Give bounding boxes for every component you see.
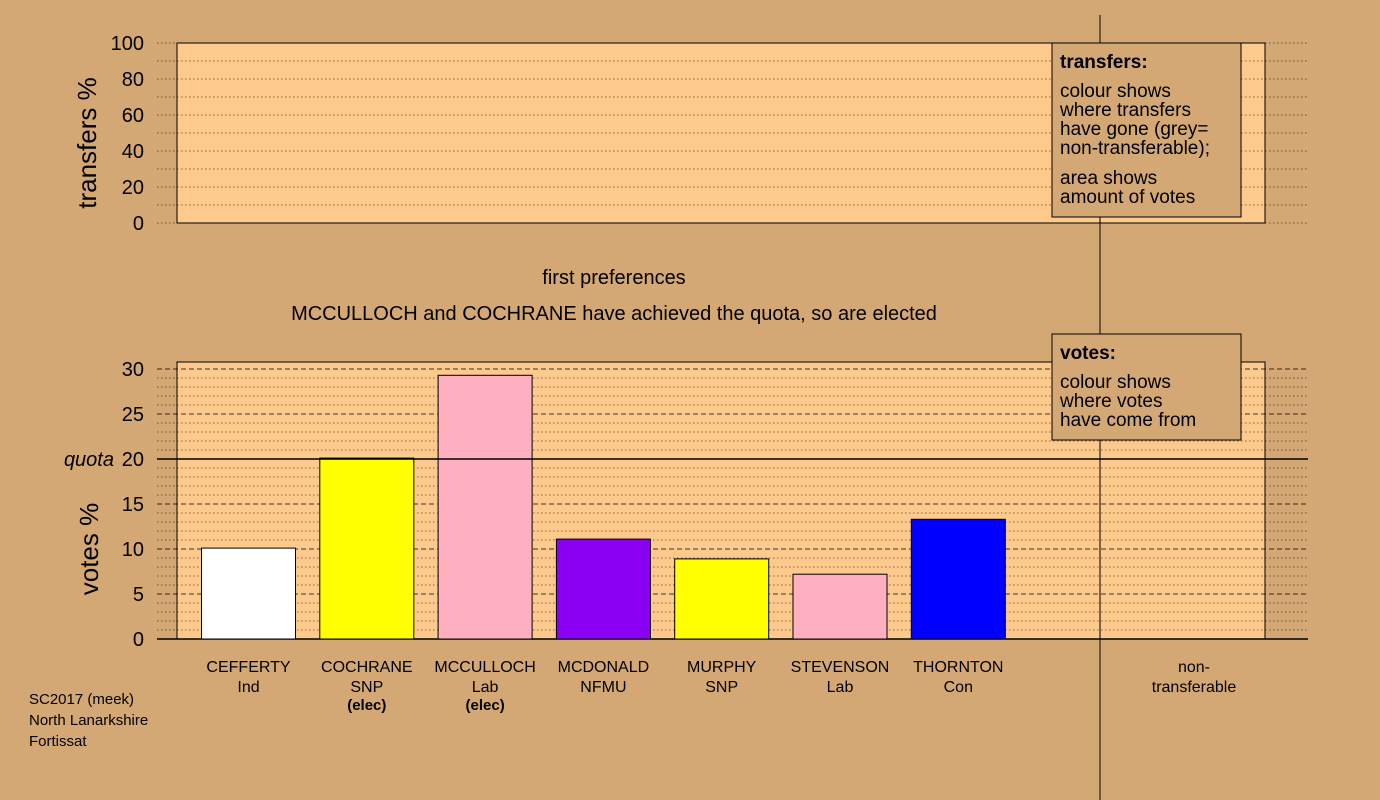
candidate-party: NFMU xyxy=(580,679,626,696)
transfers-legend-box xyxy=(1051,42,1242,218)
candidate-party: Ind xyxy=(237,679,259,696)
footer: SC2017 (meek) North Lanarkshire Fortissa… xyxy=(29,691,148,750)
footer-line: SC2017 (meek) xyxy=(29,691,134,708)
candidate-name: STEVENSON xyxy=(791,659,890,676)
footer-line: Fortissat xyxy=(29,733,87,750)
nontransferable-label-line2: transferable xyxy=(1152,679,1237,696)
bar-cochrane xyxy=(319,457,415,640)
transfers-legend-line: area shows xyxy=(1060,168,1157,189)
candidate-name: THORNTON xyxy=(913,659,1003,676)
elected-marker: (elec) xyxy=(347,697,386,714)
y-tick-label: 10 xyxy=(122,539,144,561)
votes-legend-line: have come from xyxy=(1060,410,1196,431)
candidate-party: Con xyxy=(944,679,973,696)
transfers-legend-line: amount of votes xyxy=(1060,187,1195,208)
status-heading: MCCULLOCH and COCHRANE have achieved the… xyxy=(291,303,937,325)
bar-mcculloch xyxy=(437,374,533,640)
transfers-legend-line: non-transferable); xyxy=(1060,138,1210,159)
y-tick-label: 0 xyxy=(133,213,144,235)
candidate-party: SNP xyxy=(350,679,383,696)
bar-cefferty xyxy=(201,547,296,640)
candidate-name: MURPHY xyxy=(687,659,757,676)
votes-legend-title: votes: xyxy=(1060,343,1116,364)
quota-label: quota xyxy=(64,449,114,471)
votes-y-ticks: 0 5 10 15 20 25 30 xyxy=(122,359,144,651)
transfers-legend-line: where transfers xyxy=(1059,100,1191,121)
candidate-party: Lab xyxy=(827,679,854,696)
bar-murphy xyxy=(674,558,770,640)
votes-legend-box xyxy=(1051,333,1242,441)
transfers-y-ticks: 0 20 40 60 80 100 xyxy=(111,33,144,235)
stage-heading: first preferences xyxy=(542,267,685,289)
votes-bars xyxy=(201,374,1006,640)
candidate-labels: CEFFERTYIndCOCHRANESNP(elec)MCCULLOCHLab… xyxy=(206,659,1003,714)
candidate-name: MCDONALD xyxy=(558,659,650,676)
y-tick-label: 80 xyxy=(122,69,144,91)
bar-stevenson xyxy=(792,573,888,640)
candidate-party: SNP xyxy=(705,679,738,696)
bar-mcdonald xyxy=(555,538,651,640)
votes-axis-title: votes % xyxy=(74,503,104,596)
y-tick-label: 30 xyxy=(122,359,144,381)
y-tick-label: 20 xyxy=(122,177,144,199)
footer-line: North Lanarkshire xyxy=(29,712,148,729)
candidate-name: COCHRANE xyxy=(321,659,413,676)
elected-marker: (elec) xyxy=(466,697,505,714)
candidate-name: CEFFERTY xyxy=(206,659,290,676)
y-tick-label: 5 xyxy=(133,584,144,606)
y-tick-label: 20 xyxy=(122,449,144,471)
transfers-legend-line: colour shows xyxy=(1060,81,1171,102)
votes-legend-line: where votes xyxy=(1059,391,1162,412)
y-tick-label: 40 xyxy=(122,141,144,163)
transfers-legend-title: transfers: xyxy=(1060,52,1148,73)
votes-legend-line: colour shows xyxy=(1060,372,1171,393)
nontransferable-label-line1: non- xyxy=(1178,659,1210,676)
y-tick-label: 25 xyxy=(122,404,144,426)
transfers-axis-title: transfers % xyxy=(72,77,102,209)
transfers-legend-line: have gone (grey= xyxy=(1060,119,1208,140)
y-tick-label: 100 xyxy=(111,33,144,55)
candidate-name: MCCULLOCH xyxy=(434,659,535,676)
y-tick-label: 0 xyxy=(133,629,144,651)
votes-legend: votes: colour shows where votes have com… xyxy=(1051,333,1242,441)
bar-thornton xyxy=(910,518,1006,640)
y-tick-label: 15 xyxy=(122,494,144,516)
y-tick-label: 60 xyxy=(122,105,144,127)
candidate-party: Lab xyxy=(472,679,499,696)
transfers-legend: transfers: colour shows where transfers … xyxy=(1051,42,1242,218)
